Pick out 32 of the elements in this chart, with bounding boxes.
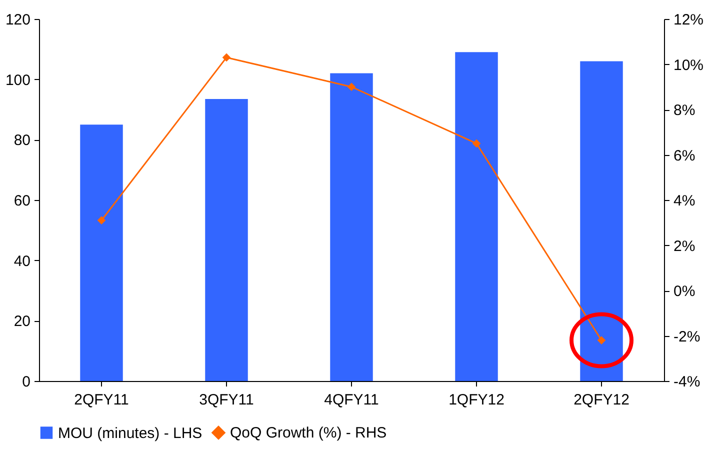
x-tick-label: 2QFY11 [74, 392, 129, 408]
y2-tick-label: -2% [674, 328, 700, 346]
bar [330, 73, 373, 381]
bar [80, 124, 123, 381]
y2-tick-label: 8% [674, 102, 696, 119]
y2-tick-label: 2% [674, 238, 696, 255]
x-tick-label: 1QFY12 [448, 392, 504, 408]
y-tick-label: 20 [14, 313, 30, 330]
point [347, 82, 356, 92]
legend-label: MOU (minutes) - LHS [58, 424, 202, 442]
point [472, 139, 481, 148]
y-tick-label: 100 [5, 72, 30, 89]
point [97, 216, 106, 225]
point [597, 336, 606, 344]
y-tick-label: 80 [14, 132, 30, 150]
x-tick-label: 4QFY11 [324, 392, 379, 408]
y2-tick-label: 0% [674, 283, 696, 300]
point [222, 53, 231, 62]
bar [205, 98, 248, 381]
y2-tick-label: -4% [674, 374, 700, 390]
y-tick-label: 40 [14, 252, 30, 270]
x-tick-label: 2QFY12 [574, 392, 630, 408]
y-tick-label: 60 [14, 192, 30, 210]
y-tick-label: 120 [5, 12, 30, 28]
y-tick-label: 0 [22, 374, 30, 390]
legend-label: QoQ Growth (%) - RHS [230, 424, 387, 442]
y2-tick-label: 6% [674, 147, 696, 164]
bar [455, 52, 498, 381]
x-tick-label: 3QFY11 [199, 392, 254, 408]
y2-tick-label: 10% [674, 56, 704, 74]
y2-tick-label: 12% [674, 12, 704, 28]
y2-tick-label: 4% [674, 192, 696, 210]
